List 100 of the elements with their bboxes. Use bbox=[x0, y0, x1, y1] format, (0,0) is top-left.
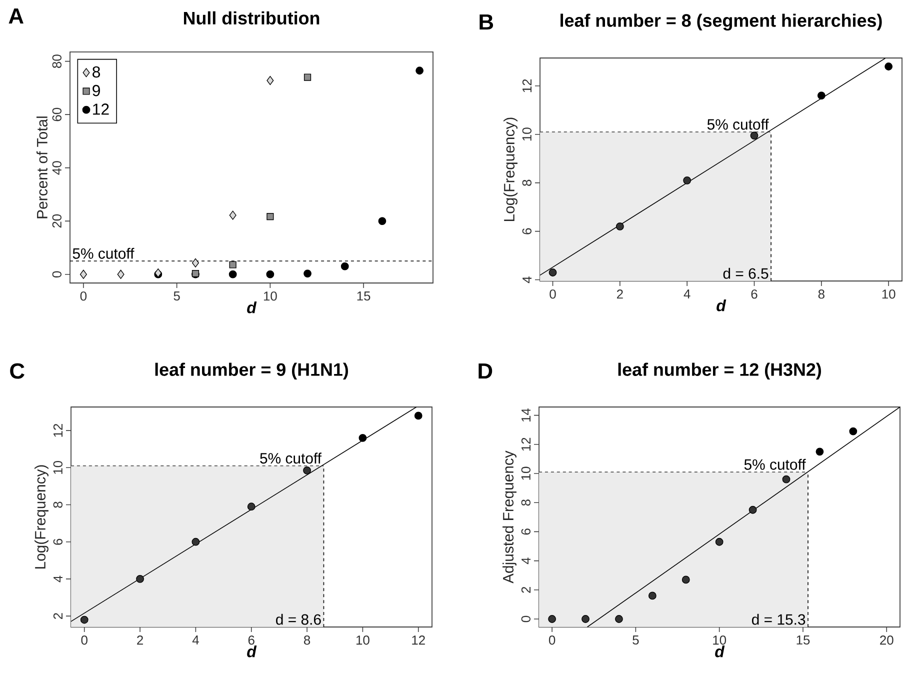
text: A bbox=[8, 8, 24, 24]
ref-line-label: d = 15.3 bbox=[752, 614, 806, 625]
point bbox=[748, 506, 757, 514]
y-tick-label: 2 bbox=[521, 586, 530, 593]
text: B bbox=[480, 14, 494, 30]
point bbox=[849, 427, 858, 436]
point bbox=[247, 502, 256, 511]
x-tick-label: 6 bbox=[248, 636, 254, 645]
point bbox=[303, 466, 311, 474]
y-tick-label: 2 bbox=[53, 613, 62, 619]
text: D bbox=[478, 363, 492, 379]
point bbox=[192, 258, 199, 268]
point bbox=[266, 270, 274, 278]
point bbox=[378, 217, 386, 226]
text: C bbox=[10, 363, 24, 379]
ref-line-label: 5% cutoff bbox=[72, 248, 134, 259]
x-tick-label: 6 bbox=[751, 290, 758, 299]
y-tick-label: 8 bbox=[521, 500, 530, 506]
x-axis-title: d bbox=[247, 646, 257, 658]
point bbox=[228, 270, 237, 278]
y-tick-label: 6 bbox=[53, 538, 62, 545]
point bbox=[266, 76, 274, 86]
x-tick-label: 0 bbox=[80, 292, 87, 301]
y-tick-label: 8 bbox=[53, 502, 62, 508]
y-axis-title: Adjusted Frequency bbox=[502, 450, 516, 584]
y-tick-label: 12 bbox=[522, 79, 532, 92]
point bbox=[816, 448, 824, 456]
y-tick-label: 80 bbox=[52, 54, 62, 68]
x-tick-label: 2 bbox=[137, 636, 143, 645]
x-tick-label: 10 bbox=[356, 636, 370, 645]
y-axis-title: Percent of Total bbox=[36, 116, 48, 218]
point bbox=[715, 538, 724, 546]
x-tick-label: 8 bbox=[818, 290, 824, 299]
x-tick-label: 5 bbox=[174, 292, 180, 301]
y-tick-label: 10 bbox=[522, 128, 532, 141]
point bbox=[80, 270, 87, 279]
y-tick-label: 12 bbox=[53, 424, 62, 437]
x-tick-label: 10 bbox=[264, 292, 277, 301]
ref-line-label: 5% cutoff bbox=[707, 118, 769, 130]
ref-line-label: d = 8.6 bbox=[276, 614, 321, 625]
point bbox=[682, 576, 690, 584]
y-tick-label: 10 bbox=[53, 460, 62, 474]
chart-title: Null distribution bbox=[184, 11, 320, 24]
y-tick-label: 10 bbox=[521, 466, 530, 480]
x-tick-label: 0 bbox=[81, 636, 88, 645]
ref-line-label: d = 6.5 bbox=[723, 268, 768, 279]
point bbox=[817, 92, 826, 100]
point bbox=[548, 615, 556, 623]
point bbox=[358, 434, 367, 442]
point bbox=[416, 66, 424, 75]
point bbox=[80, 616, 88, 624]
y-tick-label: 6 bbox=[522, 228, 532, 234]
x-tick-label: 10 bbox=[882, 290, 896, 299]
x-axis-title: d bbox=[715, 646, 725, 658]
y-tick-label: 6 bbox=[521, 528, 530, 535]
x-tick-label: 0 bbox=[548, 636, 556, 645]
x-axis-title: d bbox=[716, 300, 726, 312]
point bbox=[548, 268, 557, 276]
x-tick-label: 0 bbox=[550, 290, 556, 299]
y-tick-label: 60 bbox=[52, 108, 62, 122]
point bbox=[750, 132, 758, 140]
legend-label: 9 bbox=[92, 84, 100, 96]
x-tick-label: 4 bbox=[684, 290, 690, 298]
y-tick-label: 4 bbox=[522, 558, 530, 564]
y-tick-label: 12 bbox=[521, 438, 530, 451]
chart-title: leaf number = 8 (segment hierarchies) bbox=[560, 14, 882, 31]
x-tick-label: 12 bbox=[412, 636, 425, 645]
x-tick-label: 10 bbox=[713, 636, 726, 645]
point bbox=[266, 213, 274, 220]
point bbox=[414, 412, 422, 420]
x-tick-label: 2 bbox=[616, 290, 623, 299]
y-tick-label: 14 bbox=[522, 408, 530, 422]
y-tick-label: 0 bbox=[521, 616, 530, 622]
y-axis-title: Log(Frequency) bbox=[504, 118, 518, 222]
point bbox=[884, 62, 893, 70]
chart-title: leaf number = 9 (H1N1) bbox=[155, 362, 348, 380]
y-tick-label: 0 bbox=[52, 271, 62, 278]
point bbox=[582, 615, 590, 623]
y-axis-title: Log(Frequency) bbox=[34, 465, 48, 569]
point bbox=[229, 210, 236, 220]
x-axis-title: d bbox=[247, 302, 257, 314]
y-tick-label: 8 bbox=[522, 180, 532, 186]
y-tick-label: 4 bbox=[54, 576, 62, 582]
point bbox=[782, 475, 790, 484]
x-tick-label: 15 bbox=[357, 292, 370, 301]
point bbox=[683, 176, 692, 184]
legend-label: 8 bbox=[92, 66, 100, 78]
point bbox=[340, 262, 349, 270]
point bbox=[648, 592, 656, 600]
point bbox=[117, 270, 124, 279]
point bbox=[616, 222, 624, 230]
x-tick-label: 5 bbox=[632, 636, 639, 645]
y-tick-label: 20 bbox=[52, 214, 62, 228]
x-tick-label: 20 bbox=[880, 636, 894, 645]
x-tick-label: 15 bbox=[796, 636, 810, 645]
point bbox=[192, 538, 200, 546]
point bbox=[229, 261, 236, 268]
chart-title: leaf number = 12 (H3N2) bbox=[618, 362, 821, 380]
point bbox=[304, 270, 312, 278]
ref-line-label: 5% cutoff bbox=[744, 458, 806, 470]
